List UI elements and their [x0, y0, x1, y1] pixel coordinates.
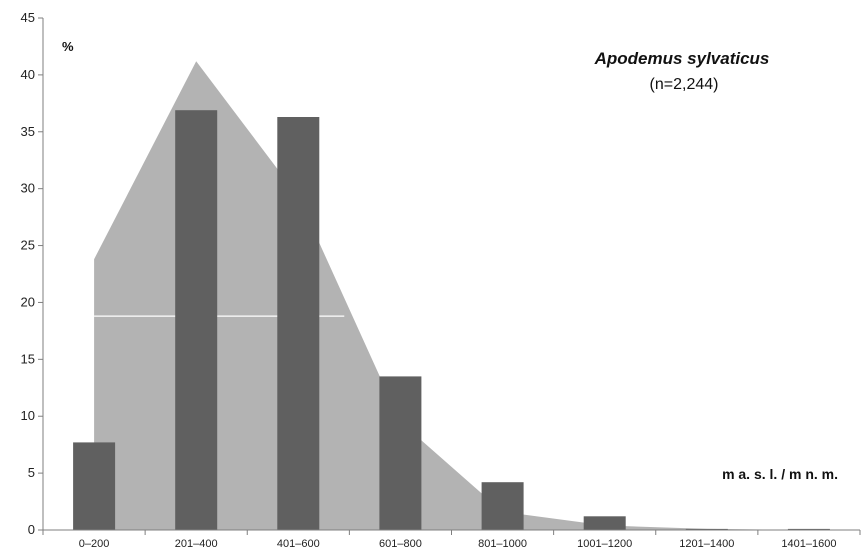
y-tick-label: 35 — [21, 124, 35, 139]
y-tick-label: 5 — [28, 465, 35, 480]
bar-layer — [73, 110, 830, 530]
y-tick-label: 30 — [21, 181, 35, 196]
area-series — [94, 61, 809, 530]
area-layer — [94, 61, 809, 530]
x-tick-label: 401–600 — [277, 538, 320, 550]
x-tick-label: 201–400 — [175, 538, 218, 550]
bar-1201–1400 — [685, 528, 728, 530]
bar-601–800 — [379, 376, 422, 530]
y-tick-label: 10 — [21, 408, 35, 423]
x-tick-labels: 0–200 201–400 401–600 601–800 801–1000 1001–1… — [79, 538, 837, 550]
x-tick-label: 1401–1600 — [781, 538, 836, 550]
y-tick-label: 25 — [21, 238, 35, 253]
x-tick-label: 1001–1200 — [577, 538, 632, 550]
y-tick-label: 40 — [21, 67, 35, 82]
bar-801–1000 — [481, 482, 524, 530]
y-tick-labels: 0 5 10 15 20 25 30 35 40 45 — [21, 10, 35, 537]
chart-title: Apodemus sylvaticus — [594, 49, 770, 68]
x-axis-label: m a. s. l. / m n. m. — [722, 466, 838, 482]
x-tick-label: 0–200 — [79, 538, 110, 550]
x-tick-label: 601–800 — [379, 538, 422, 550]
y-tick-label: 45 — [21, 10, 35, 25]
bar-0–200 — [73, 442, 116, 530]
bar-1401–1600 — [787, 528, 830, 530]
chart-subtitle: (n=2,244) — [650, 76, 719, 93]
bar-201–400 — [175, 110, 218, 530]
bar-401–600 — [277, 117, 320, 530]
axis-layer — [38, 17, 861, 535]
y-tick-label: 15 — [21, 351, 35, 366]
y-tick-label: 0 — [28, 522, 35, 537]
y-tick-label: 20 — [21, 294, 35, 309]
bar-1001–1200 — [583, 516, 626, 530]
y-axis-label: % — [62, 39, 74, 54]
x-tick-label: 801–1000 — [478, 538, 527, 550]
x-tick-label: 1201–1400 — [679, 538, 734, 550]
